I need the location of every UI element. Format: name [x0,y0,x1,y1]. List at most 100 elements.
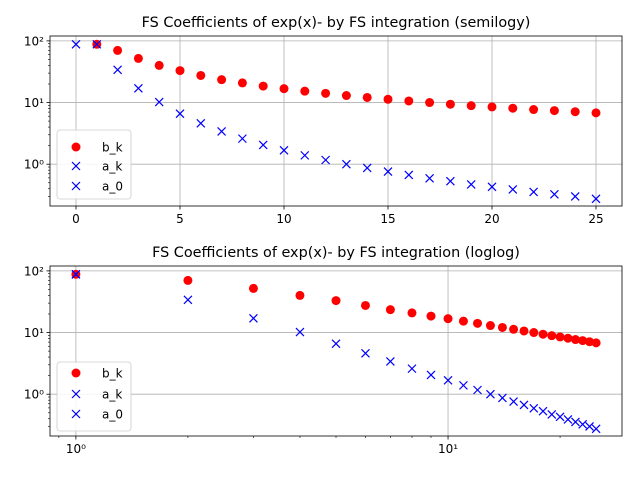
point-b-k [529,328,539,338]
point-b-k [426,311,436,321]
point-b-k [555,332,565,342]
point-a-k [217,127,227,136]
semilogy-markers [71,39,601,204]
point-a-k [508,184,518,194]
loglog-legend: b_k a_k a_0 [56,361,132,432]
point-b-k [529,105,539,115]
point-b-k [443,314,453,324]
point-a-k [538,406,548,416]
point-a-k [407,364,417,374]
legend-label-a-0: a_0 [102,180,123,194]
point-b-k [497,322,507,332]
point-b-k [175,66,185,76]
point-a-k [154,97,164,107]
point-b-k [404,96,414,106]
semilogy-legend: b_k a_k a_0 [56,129,132,200]
legend-marker-a-k [71,161,81,171]
point-a-k [196,118,206,128]
legend-label-a-k: a_k [102,160,122,174]
loglog-ticks: 10⁰ 10¹ 10⁰ 10¹ 10² [24,264,561,456]
point-a-k [300,150,310,160]
point-a-k [361,348,370,358]
point-a-k [529,187,539,197]
y-tick-label: 10² [24,34,44,48]
point-a-0 [71,269,81,279]
point-a-k [578,419,588,429]
point-a-k [175,109,185,119]
point-b-k [248,283,258,293]
y-tick-label: 10¹ [24,96,44,110]
point-a-k [341,159,351,169]
point-a-k [591,194,601,204]
point-a-k [279,145,289,155]
point-b-k [578,336,588,346]
point-b-k [458,316,468,326]
point-b-k [407,308,417,318]
point-b-k [113,45,123,55]
point-b-k [487,102,497,112]
point-b-k [258,81,268,91]
point-a-k [519,400,529,410]
point-a-k [509,397,518,406]
legend-marker-b-k [71,142,81,152]
point-b-k [341,91,351,101]
y-tick-label: 10¹ [24,326,44,340]
point-a-k [445,176,455,186]
point-a-k [331,339,341,349]
legend-label-a-0: a_0 [102,408,123,422]
legend-marker-a-0 [71,181,81,191]
point-a-k [92,39,102,49]
point-a-k [385,357,395,366]
point-b-k [300,86,310,96]
point-b-k [466,101,476,111]
point-a-0 [71,39,81,49]
point-a-k [497,393,507,403]
x-tick-label: 0 [72,212,80,226]
point-b-k [133,53,143,63]
point-a-k [549,189,559,199]
point-a-k [486,389,495,399]
x-tick-label: 10⁰ [66,442,86,456]
point-a-k [362,163,372,173]
point-b-k [508,103,518,113]
point-b-k [217,75,227,85]
y-tick-label: 10⁰ [24,388,44,402]
point-b-k [295,290,305,300]
legend-label-a-k: a_k [102,388,122,402]
point-b-k [183,275,193,285]
point-a-k [426,370,436,380]
point-a-k [113,65,123,75]
point-a-k [591,424,601,434]
x-tick-label: 25 [588,212,603,226]
point-a-k [258,140,268,150]
point-a-k [571,417,580,427]
point-b-k [321,88,331,98]
legend-marker-a-k [71,389,81,399]
point-b-k [362,92,372,102]
point-b-k [196,70,206,80]
point-a-k [529,403,539,413]
x-tick-label: 10 [276,212,291,226]
x-tick-label: 5 [176,212,184,226]
point-a-k [443,375,453,385]
legend-marker-a-0 [71,409,81,419]
point-a-k [321,155,331,165]
point-b-k [445,99,455,109]
point-a-k [473,385,482,395]
legend-label-b-k: b_k [102,141,123,155]
point-a-k [487,182,497,192]
point-b-k [538,329,548,339]
point-a-k [383,167,393,176]
legend-marker-b-k [71,368,81,378]
point-a-k [404,170,414,180]
point-b-k [279,84,289,94]
point-a-k [563,414,573,424]
point-a-k [249,313,258,323]
point-b-k [563,333,573,343]
y-tick-label: 10² [24,264,44,278]
point-b-k [591,338,601,348]
point-b-k [549,106,559,116]
point-b-k [360,300,370,310]
point-b-k [570,335,580,345]
y-tick-label: 10⁰ [24,158,44,172]
